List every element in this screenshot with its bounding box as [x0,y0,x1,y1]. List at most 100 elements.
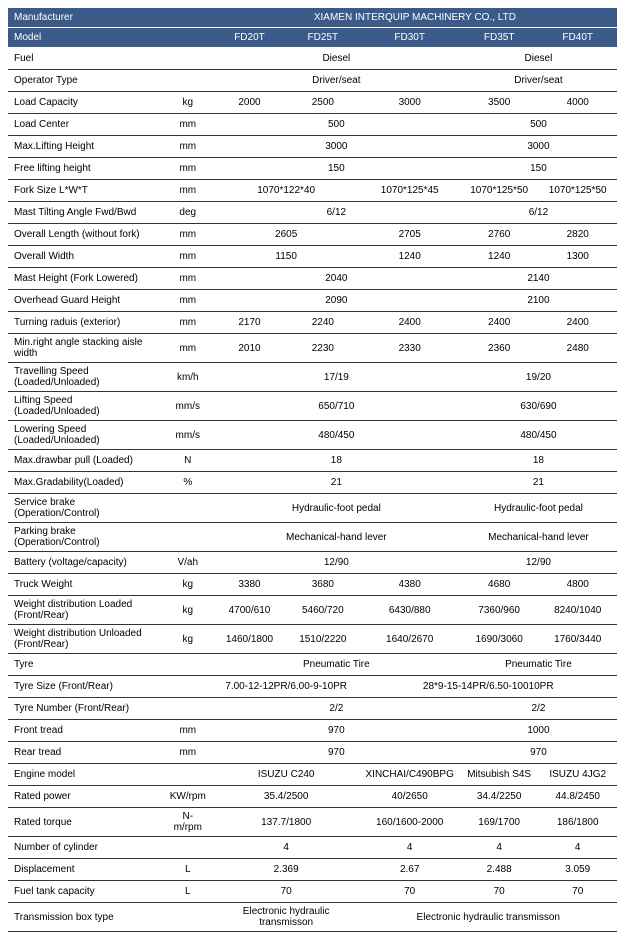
row-label: Fuel tank capacity [8,881,163,903]
row-value: 2330 [360,334,460,363]
table-row: Travelling Speed (Loaded/Unloaded)km/h17… [8,363,617,392]
row-unit: kg [163,574,213,596]
row-value: 2500 [286,92,359,114]
row-unit: mm [163,158,213,180]
row-value: 2090 [213,290,460,312]
row-value: 28*9-15-14PR/6.50-10010PR [360,676,618,698]
row-value: Hydraulic-foot pedal [460,494,617,523]
model-fd40t: FD40T [538,28,617,48]
row-unit: L [163,859,213,881]
row-value: 3680 [286,574,359,596]
row-unit [163,903,213,932]
row-value: 1070*125*50 [538,180,617,202]
table-row: Weight distribution Loaded (Front/Rear)k… [8,596,617,625]
row-value: 2140 [460,268,617,290]
table-row: Number of cylinder4444 [8,837,617,859]
row-value: 6/12 [460,202,617,224]
row-unit: mm [163,180,213,202]
row-value: 34.4/2250 [460,786,539,808]
row-value: 1000 [460,720,617,742]
row-unit: mm [163,334,213,363]
row-label: Max.Gradability(Loaded) [8,472,163,494]
row-label: Rear tread [8,742,163,764]
row-value: Pneumatic Tire [213,654,460,676]
row-label: Mast Tilting Angle Fwd/Bwd [8,202,163,224]
row-unit: mm [163,290,213,312]
table-row: FuelDieselDiesel [8,48,617,70]
table-row: Rated powerKW/rpm35.4/250040/265034.4/22… [8,786,617,808]
table-row: Transmission box typeElectronic hydrauli… [8,903,617,932]
row-value: 500 [460,114,617,136]
table-row: Lowering Speed (Loaded/Unloaded)mm/s480/… [8,421,617,450]
row-value: 480/450 [213,421,460,450]
model-fd30t: FD30T [360,28,460,48]
row-unit: mm [163,720,213,742]
row-unit [163,698,213,720]
row-label: Max.Lifting Height [8,136,163,158]
row-unit: N [163,450,213,472]
row-unit: mm [163,114,213,136]
row-value: 4680 [460,574,539,596]
row-value: 4380 [360,574,460,596]
row-label: Free lifting height [8,158,163,180]
row-label: Lowering Speed (Loaded/Unloaded) [8,421,163,450]
row-value: 2/2 [213,698,460,720]
table-row: TyrePneumatic TirePneumatic Tire [8,654,617,676]
row-value: 1070*122*40 [213,180,360,202]
row-label: Overhead Guard Height [8,290,163,312]
row-value: 4700/610 [213,596,286,625]
row-value: 2.369 [213,859,360,881]
row-value: 4 [213,837,360,859]
row-value: 21 [213,472,460,494]
model-label: Model [8,28,163,48]
table-row: Mast Height (Fork Lowered)mm20402140 [8,268,617,290]
row-value: 1240 [360,246,460,268]
row-value: 137.7/1800 [213,808,360,837]
row-value: 2100 [460,290,617,312]
row-value: 160/1600-2000 [360,808,460,837]
row-unit [163,837,213,859]
row-value: 70 [460,881,539,903]
row-value: 19/20 [460,363,617,392]
row-unit: N-m/rpm [163,808,213,837]
row-value: 3000 [360,92,460,114]
row-label: Fuel [8,48,163,70]
table-row: Rear treadmm970970 [8,742,617,764]
row-value: Driver/seat [213,70,460,92]
row-label: Weight distribution Unloaded (Front/Rear… [8,625,163,654]
row-value: 40/2650 [360,786,460,808]
row-value: 3380 [213,574,286,596]
row-value: Mechanical-hand lever [213,523,460,552]
table-row: Overhead Guard Heightmm20902100 [8,290,617,312]
row-value: 500 [213,114,460,136]
row-value: 4 [538,837,617,859]
row-value: 970 [460,742,617,764]
row-value: 2230 [286,334,359,363]
row-value: 2/2 [460,698,617,720]
table-row: Tyre Size (Front/Rear)7.00-12-12PR/6.00-… [8,676,617,698]
company-name: XIAMEN INTERQUIP MACHINERY CO., LTD [213,8,617,28]
row-value: 4800 [538,574,617,596]
row-value: 480/450 [460,421,617,450]
row-label: Tyre Size (Front/Rear) [8,676,163,698]
table-row: Service brake (Operation/Control)Hydraul… [8,494,617,523]
row-label: Battery (voltage/capacity) [8,552,163,574]
row-value: 650/710 [213,392,460,421]
model-fd25t: FD25T [286,28,359,48]
row-value: 1510/2220 [286,625,359,654]
table-row: Parking brake (Operation/Control)Mechani… [8,523,617,552]
row-value: 3000 [213,136,460,158]
row-unit: kg [163,625,213,654]
row-value: Pneumatic Tire [460,654,617,676]
row-unit: V/ah [163,552,213,574]
table-row: Front treadmm9701000 [8,720,617,742]
row-label: Rated power [8,786,163,808]
row-value: 8240/1040 [538,596,617,625]
row-value: 970 [213,742,460,764]
row-value: 2.67 [360,859,460,881]
table-row: Rated torqueN-m/rpm137.7/1800160/1600-20… [8,808,617,837]
row-label: Max.drawbar pull (Loaded) [8,450,163,472]
row-value: 44.8/2450 [538,786,617,808]
row-value: 5460/720 [286,596,359,625]
row-value: 18 [460,450,617,472]
